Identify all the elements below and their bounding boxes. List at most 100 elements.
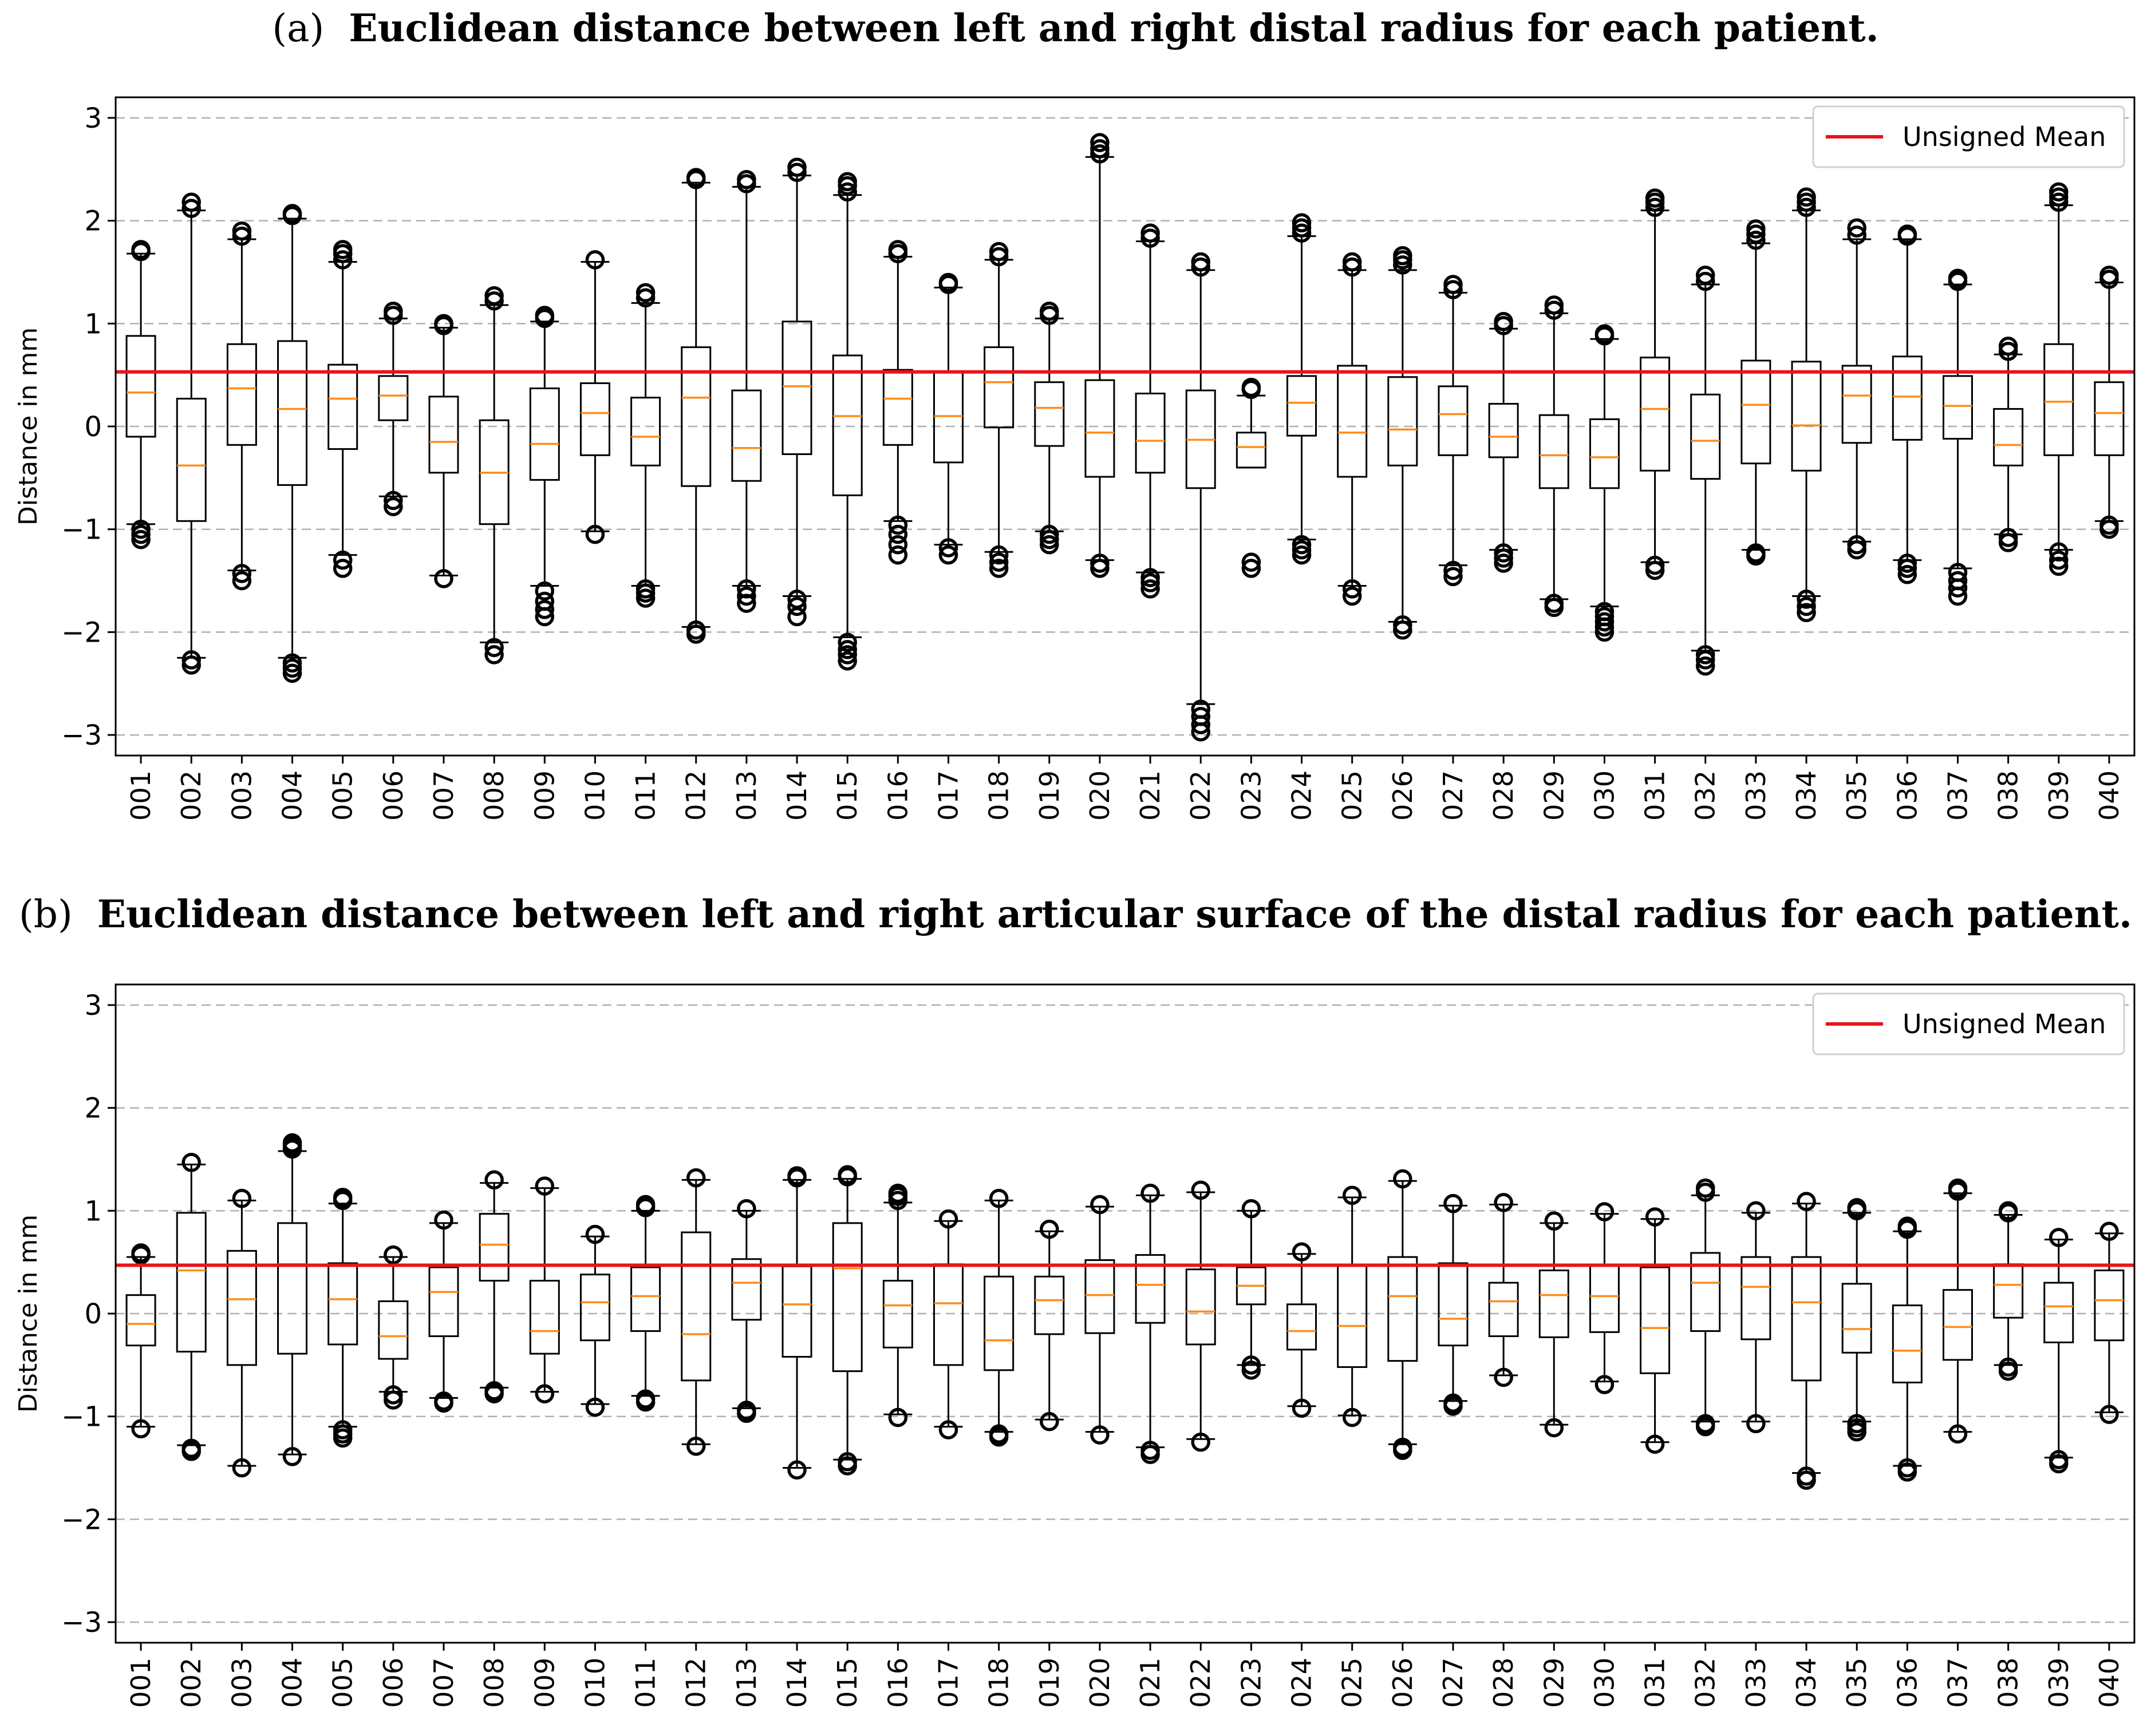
chart-a-outlier [1695,656,1715,676]
chart-a-iqr-box [1690,393,1721,480]
chart-b-outlier [1494,1193,1513,1212]
chart-a-outlier [484,645,504,665]
chart-a-outlier [1494,553,1513,573]
chart-a-outlier [333,559,353,578]
chart-a-xtick-label: 014 [782,770,812,821]
chart-a-outlier [1191,722,1210,742]
chart-a-box-005 [327,240,358,578]
chart-a-iqr-box [1993,408,2024,466]
chart-a-outlier [1393,246,1412,266]
chart-b-box-017 [933,1209,964,1440]
chart-a-outlier [181,655,201,675]
chart-b-box-021 [1135,1184,1166,1464]
chart-a-outlier [1897,565,1917,584]
chart-b-outlier [787,1460,807,1480]
chart-b-outlier [686,1168,706,1188]
chart-a-outlier [2049,556,2069,576]
chart-a-iqr-box [1387,376,1418,466]
chart-a-outlier [938,538,958,557]
chart-b-box-011 [630,1195,661,1412]
chart-a-outlier [1998,533,2018,552]
chart-a-iqr-box [277,340,308,486]
chart-a-outlier [1040,535,1059,555]
chart-b-box-024 [1286,1242,1317,1418]
chart-a-outlier [232,221,252,241]
chart-a-outlier [1140,573,1160,592]
chart-b-outlier [1594,1375,1615,1394]
chart-a-xtick-label: 003 [226,770,257,821]
chart-a-xtick-label: 027 [1438,770,1469,821]
chart-a-box-019 [1034,302,1065,555]
chart-b-legend-label: Unsigned Mean [1903,1009,2106,1039]
chart-b-xtick-label: 009 [529,1658,560,1708]
chart-a-iqr-box [1791,361,1822,472]
chart-b-xtick-label: 019 [1034,1658,1065,1708]
chart-a-ytick-label: −3 [61,719,102,752]
chart-a-box-022 [1185,252,1216,742]
chart-a-iqr-box [1740,359,1771,465]
chart-b-outlier [1040,1411,1059,1431]
chart-b-box-016 [882,1184,913,1427]
chart-b-box-029 [1538,1211,1569,1438]
chart-a-ytick-label: 1 [84,308,102,340]
chart-a-xtick-label: 039 [2043,770,2074,821]
chart-b-ytick-label: 3 [84,990,102,1022]
chart-b-outlier [1544,1211,1564,1231]
chart-b-ylabel: Distance in mm [14,1215,43,1413]
chart-a-iqr-box [984,346,1015,429]
chart-a-outlier [737,594,756,613]
chart-a-xtick-label: 024 [1286,770,1317,821]
chart-a-xtick-label: 016 [882,770,913,821]
chart-b-outlier [1292,1398,1312,1418]
chart-b-outlier [1040,1219,1059,1239]
chart-a-outlier [1797,590,1816,609]
chart-a-outlier [484,286,504,306]
chart-b-box-015 [832,1165,863,1476]
chart-a-ylabel: Distance in mm [14,327,43,525]
chart-a-box-004 [277,204,308,683]
chart-a-box-032 [1690,266,1721,676]
chart-b-xtick-label: 039 [2043,1658,2074,1708]
chart-b-iqr-box [2043,1282,2074,1343]
chart-b-outlier [1797,1470,1816,1490]
chart-b-box-034 [1791,1192,1822,1490]
chart-a-xtick-label: 040 [2094,770,2125,821]
chart-a-outlier [1090,559,1110,578]
chart-a-iqr-box [630,397,661,466]
chart-b-outlier [2049,1454,2069,1474]
chart-a-box-028 [1488,311,1519,573]
chart-b-outlier [1695,1417,1715,1437]
chart-b-title-text: Euclidean distance between left and righ… [97,892,2133,936]
chart-a-outlier [232,571,252,591]
chart-a-box-013 [731,170,762,613]
chart-a-outlier [1140,579,1160,599]
chart-b-iqr-box [428,1266,459,1338]
chart-b-outlier [585,1397,605,1417]
chart-a-xtick-label: 038 [1993,770,2024,821]
chart-b-xtick-label: 017 [933,1658,964,1708]
chart-b-outlier [1695,1179,1715,1198]
chart-a-outlier [434,569,453,588]
chart-b-box-036 [1892,1216,1923,1482]
chart-a-outlier [636,588,656,608]
chart-b-box-030 [1589,1202,1620,1394]
chart-b-xtick-label: 027 [1438,1658,1469,1708]
chart-b-outlier [232,1458,252,1478]
chart-b-ytick-label: 2 [84,1093,102,1125]
chart-a-iqr-box [882,369,913,446]
chart-a-box-011 [630,283,661,608]
chart-b-outlier [585,1224,605,1244]
chart-a-outlier [2099,519,2119,539]
chart-b-ytick-label: −1 [61,1401,102,1433]
chart-b-outlier [838,1456,857,1476]
chart-a-outlier [535,607,555,627]
chart-b-xtick-label: 020 [1084,1658,1115,1708]
chart-a-iqr-box [1892,355,1923,441]
chart-a-box-031 [1640,188,1671,580]
chart-b-outlier [1494,1367,1513,1387]
chart-a-xtick-label: 033 [1740,770,1771,821]
chart-a-xtick-label: 022 [1185,770,1216,821]
chart-b-iqr-box [681,1231,712,1382]
chart-b-panel-label: (b) [18,892,73,936]
chart-b-outlier [1241,1199,1261,1219]
